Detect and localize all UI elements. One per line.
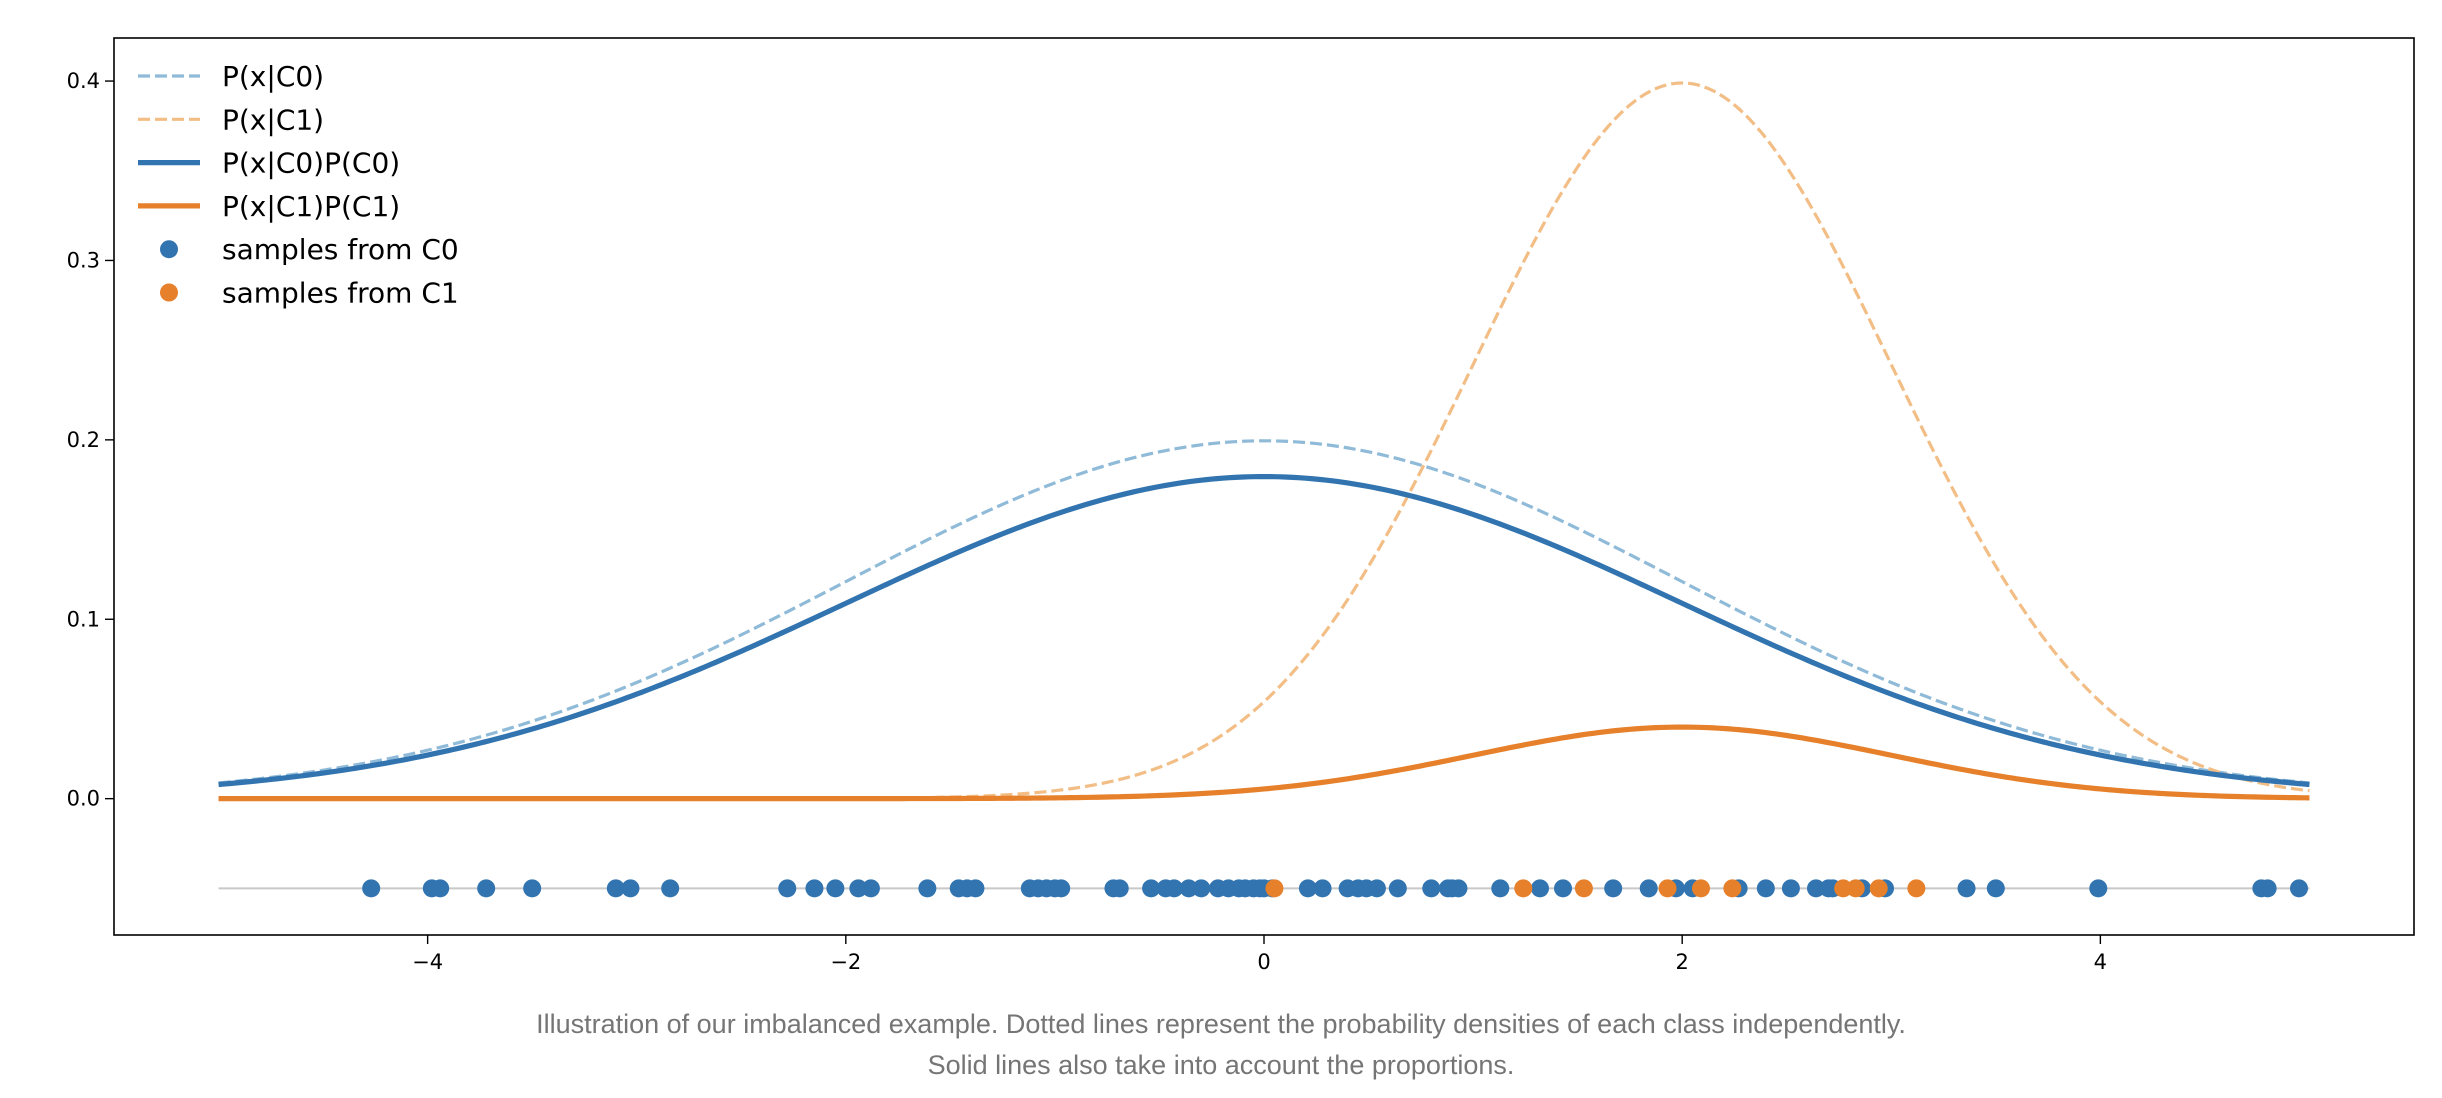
sample-point-c0 [1807, 879, 1825, 898]
sample-point-c1 [1907, 879, 1926, 898]
sample-point-c1 [1723, 879, 1742, 898]
legend-label: P(x|C1)P(C1) [222, 190, 400, 223]
sample-point-c0 [362, 879, 381, 898]
sample-point-c0 [778, 879, 797, 898]
sample-point-c0 [1639, 879, 1658, 898]
sample-point-c0 [1957, 879, 1976, 898]
sample-point-c0 [661, 879, 680, 898]
sample-point-c0 [1422, 879, 1441, 898]
caption-line-1: Illustration of our imbalanced example. … [536, 1009, 1906, 1039]
sample-point-c0 [1449, 879, 1468, 898]
sample-point-c0 [1165, 879, 1184, 898]
sample-point-c0 [1367, 879, 1386, 898]
y-tick-label: 0.1 [67, 607, 100, 631]
sample-point-c0 [826, 879, 845, 898]
sample-point-c0 [1052, 879, 1071, 898]
x-tick-label: −4 [412, 950, 443, 974]
sample-point-c1 [1514, 879, 1533, 898]
series-line-P(x|C0) [218, 439, 2310, 785]
sample-point-c1 [1846, 879, 1865, 898]
legend-label: P(x|C1) [222, 103, 324, 136]
sample-point-c0 [849, 879, 868, 898]
legend-label: samples from C1 [222, 277, 459, 310]
sample-point-c0 [1192, 879, 1211, 898]
sample-point-c0 [1142, 879, 1161, 898]
x-tick-label: 0 [1257, 950, 1270, 974]
sample-point-c0 [1986, 879, 2005, 898]
sample-points [362, 879, 2308, 898]
sample-point-c0 [918, 879, 937, 898]
y-tick-label: 0.0 [67, 787, 100, 811]
series-line-P(x|C0)P(C0) [218, 473, 2310, 788]
sample-point-c0 [1388, 879, 1407, 898]
sample-point-c0 [2089, 879, 2108, 898]
sample-point-c1 [1265, 879, 1284, 898]
legend-label: P(x|C0) [222, 60, 324, 93]
sample-point-c0 [1756, 879, 1775, 898]
sample-point-c0 [1604, 879, 1623, 898]
sample-point-c0 [2258, 879, 2277, 898]
y-tick-label: 0.4 [67, 69, 100, 93]
chart: −4 −2 0 2 40.00.10.20.30.4 P(x|C0)P(x|C1)P(x… [67, 37, 2415, 974]
caption-line-2: Solid lines also take into account the p… [927, 1050, 1515, 1080]
y-tick-label: 0.3 [67, 248, 100, 272]
legend-label: P(x|C0)P(C0) [222, 147, 400, 180]
x-tick-label: 4 [2094, 950, 2107, 974]
sample-point-c0 [523, 879, 542, 898]
sample-point-c0 [1491, 879, 1510, 898]
axis-ticks: −4 −2 0 2 4 0.0 0.1 0.2 0.3 0.4 [67, 69, 2107, 974]
sample-point-c1 [1869, 879, 1888, 898]
sample-point-c0 [477, 879, 496, 898]
sample-point-c0 [966, 879, 985, 898]
x-tick-label: 2 [1675, 950, 1688, 974]
sample-point-c0 [2290, 879, 2308, 898]
sample-point-c0 [1554, 879, 1572, 898]
sample-point-c0 [621, 879, 640, 898]
sample-point-c0 [861, 879, 880, 898]
sample-point-c0 [1179, 879, 1198, 898]
sample-point-c0 [1298, 879, 1317, 898]
sample-point-c1 [1574, 879, 1593, 898]
sample-point-c0 [1531, 879, 1549, 898]
sample-point-c0 [1110, 879, 1129, 898]
sample-point-c0 [1781, 879, 1800, 898]
legend-label: samples from C0 [222, 233, 459, 266]
legend: P(x|C0) P(x|C1) P(x|C0)P(C0) P(x|C1)P(C1) sa… [138, 60, 459, 310]
density-curves [218, 81, 2310, 802]
sample-point-c0 [606, 879, 625, 898]
sample-point-c1 [1834, 879, 1853, 898]
x-tick-label: −2 [830, 950, 861, 974]
sample-point-c0 [1313, 879, 1332, 898]
sample-point-c1 [1692, 879, 1710, 898]
y-tick-label: 0.2 [67, 428, 100, 452]
series-line-P(x|C1)P(C1) [218, 724, 2310, 802]
legend-swatch [160, 240, 178, 259]
sample-point-c0 [431, 879, 450, 898]
sample-point-c0 [805, 879, 824, 898]
legend-swatch [160, 283, 178, 302]
sample-point-c1 [1658, 879, 1677, 898]
figure-caption: Illustration of our imbalanced example. … [0, 1004, 2442, 1086]
